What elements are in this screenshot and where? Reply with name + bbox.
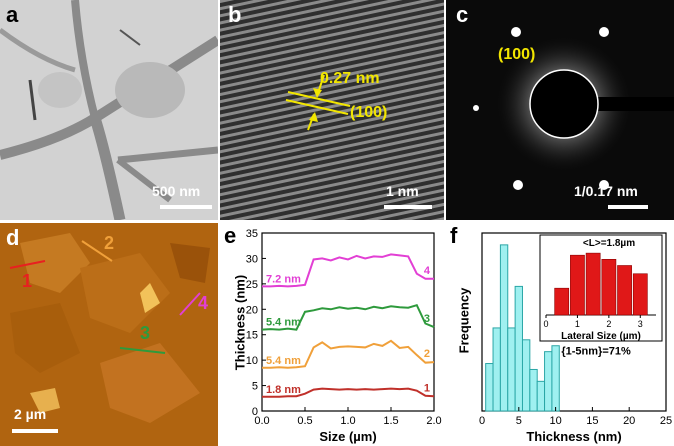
diffraction-plane-label: (100): [498, 46, 536, 63]
scale-bar-label-d: 2 µm: [14, 406, 47, 422]
thickness-label-3: 5.4 nm: [266, 317, 301, 329]
percentage-annotation: {1-5nm}=71%: [561, 346, 631, 358]
x-tick-label: 0: [479, 415, 485, 427]
x-tick-label: 20: [623, 415, 635, 427]
panel-f-thickness-histogram: f Frequency 0 5 10 15 20 25 Thickness (nm) {1-5…: [446, 223, 674, 446]
diffraction-spot: [511, 27, 521, 37]
inset-x-tick-label: 1: [575, 319, 580, 329]
scale-bar-label-a: 500 nm: [152, 183, 201, 199]
diffraction-spot: [473, 105, 479, 111]
histogram-bar: [521, 339, 531, 412]
y-tick-label: 0: [252, 406, 258, 418]
thickness-label-1: 1.8 nm: [266, 384, 301, 396]
scale-bar-a: [160, 205, 212, 209]
y-tick-label: 15: [246, 330, 258, 342]
afm-line-label-2: 2: [104, 233, 115, 253]
x-tick-label: 10: [549, 415, 561, 427]
scale-bar-c: [608, 205, 648, 209]
x-tick-label: 1.5: [383, 415, 398, 427]
y-tick-label: 5: [252, 381, 258, 393]
lattice-fringes-graphic: [220, 0, 444, 220]
afm-line-label-4: 4: [198, 293, 209, 313]
y-tick-label: 35: [246, 228, 258, 240]
profile-line-1: [262, 387, 435, 398]
x-tick-label: 1.0: [340, 415, 355, 427]
histogram-bar: [514, 285, 523, 412]
scale-bar-b: [384, 205, 432, 209]
lattice-plane-label-b: (100): [350, 104, 388, 121]
scale-bar-label-b: 1 nm: [386, 183, 419, 199]
histogram-chart: 0 5 10 15 20 25 Thickness (nm) {1-5nm}=71% 0 1 2 3 L…: [479, 232, 672, 444]
y-tick-label: 25: [246, 279, 258, 291]
panel-label-c: c: [456, 2, 469, 27]
panel-label-a: a: [6, 2, 19, 27]
y-tick-label: 20: [246, 304, 258, 316]
panel-label-f: f: [450, 223, 458, 248]
panel-a-tem-image: a 500 nm: [0, 0, 218, 220]
scale-bar-label-c: 1/0.17 nm: [574, 183, 638, 199]
panel-label-e: e: [224, 223, 237, 248]
x-axis-title: Thickness (nm): [526, 429, 621, 444]
histogram-frame: [481, 232, 667, 412]
diffraction-spot: [599, 180, 609, 190]
panel-label-d: d: [6, 225, 20, 250]
x-tick-label: 0.5: [297, 415, 312, 427]
inset-x-tick-label: 0: [543, 319, 548, 329]
x-tick-label: 0.0: [254, 415, 269, 427]
panel-c-saed-pattern: c (100) 1/0.17 nm: [446, 0, 674, 220]
histogram-bar: [499, 244, 509, 412]
x-tick-label: 15: [586, 415, 598, 427]
histogram-bar: [536, 380, 546, 412]
inset-bar: [585, 252, 601, 316]
histogram-bar: [492, 327, 501, 412]
thickness-label-4: 7.2 nm: [266, 273, 301, 285]
scale-bar-d: [12, 429, 58, 433]
x-axis-title: Size (µm): [319, 429, 376, 444]
profile-line-2: [262, 339, 435, 369]
afm-line-label-1: 1: [22, 271, 33, 291]
thickness-label-2: 5.4 nm: [266, 355, 301, 367]
panel-b-hrtem-image: b 0.27 nm (100) 1 nm: [220, 0, 444, 220]
profile-line-3: [261, 304, 435, 331]
inset-bar: [617, 265, 632, 316]
tem-image-graphic: [0, 0, 218, 220]
inset-bar: [632, 273, 648, 316]
histogram-bar: [529, 368, 538, 412]
profile-line-4: [262, 253, 434, 288]
inset-bar: [570, 254, 585, 316]
panel-label-b: b: [228, 2, 242, 27]
inset-x-axis-title: Lateral Size (µm): [561, 331, 641, 342]
histogram-bar: [551, 345, 560, 412]
y-tick-label: 30: [246, 253, 258, 265]
diffraction-spot: [599, 27, 609, 37]
profile-chart: 0 5 10 15 20 25 30 35 0.0 0.5 1.0 1.5 2.0 Size (µm) 1.…: [246, 228, 442, 444]
profile-number-4: 4: [424, 265, 431, 277]
inset-title: <L>=1.8µm: [583, 238, 635, 249]
afm-line-label-3: 3: [140, 323, 151, 343]
panel-e-height-profiles: e Thickness (nm) 0 5 10 15 20 25 30 35 0.0 0.5 1.0…: [220, 223, 444, 446]
afm-image-graphic: [0, 223, 218, 446]
profile-number-2: 2: [424, 348, 430, 360]
inset-bar: [601, 259, 617, 316]
y-tick-label: 10: [246, 355, 258, 367]
histogram-bar: [544, 351, 553, 412]
inset-x-tick-label: 3: [638, 319, 643, 329]
histogram-bar: [507, 327, 516, 412]
x-tick-label: 25: [660, 415, 672, 427]
diffraction-spot: [513, 180, 523, 190]
inset-bar: [554, 287, 570, 316]
x-tick-label: 5: [516, 415, 522, 427]
x-tick-label: 2.0: [426, 415, 441, 427]
profile-number-3: 3: [424, 313, 430, 325]
diffraction-graphic: [473, 27, 674, 190]
profile-number-1: 1: [424, 382, 430, 394]
lattice-spacing-label: 0.27 nm: [320, 70, 380, 87]
histogram-bar: [485, 363, 494, 412]
inset-x-tick-label: 2: [606, 319, 611, 329]
panel-d-afm-image: d 1 2 3 4 2 µm: [0, 223, 218, 446]
